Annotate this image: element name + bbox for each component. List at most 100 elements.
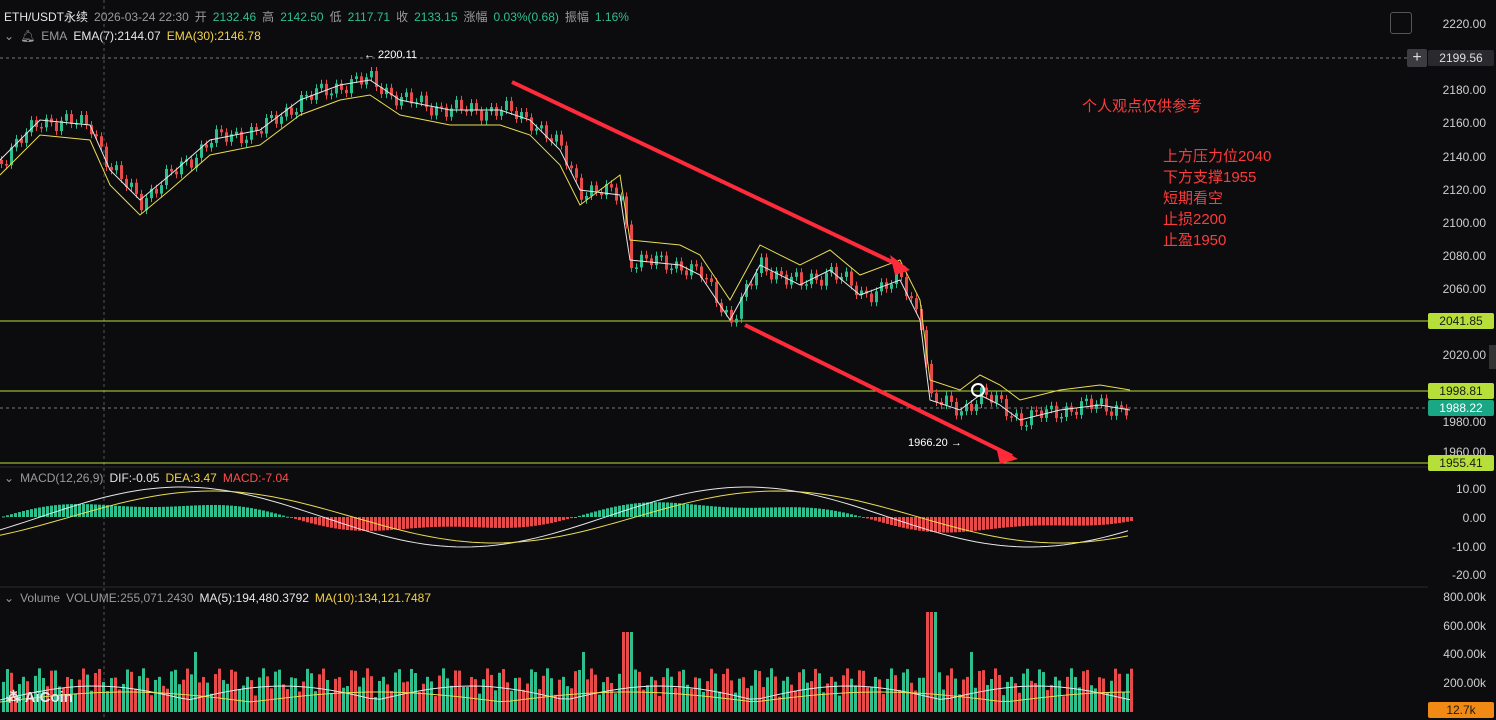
macd-bar [34,508,37,517]
macd-bar [930,517,933,532]
macd-bar [778,507,781,517]
macd-bar [846,513,849,517]
macd-bar [606,508,609,517]
macd-bar [430,517,433,528]
fullscreen-icon[interactable] [1390,12,1412,34]
volume-value: VOLUME:255,071.2430 [66,591,194,605]
macd-bar [770,507,773,517]
candle-body [10,147,13,165]
high-marker: ← 2200.11 [364,49,418,61]
macd-dea-line [0,490,1129,544]
collapse-icon[interactable]: ⌄ [4,29,15,43]
macd-bar [702,505,705,517]
candle-body [615,187,618,201]
candle-body [765,257,768,272]
volume-bar [418,691,421,712]
volume-bar [906,669,909,712]
macd-bar [522,517,525,528]
volume-bar [478,693,481,712]
volume-bar [314,691,317,712]
macd-bar [26,510,29,517]
macd-bar [262,510,265,517]
volume-bar [626,632,629,712]
macd-bar [326,517,329,528]
macd-bar [574,516,577,518]
candle-body [920,308,923,331]
macd-bar [794,507,797,517]
macd-name[interactable]: MACD(12,26,9) [20,471,104,485]
macd-bar [354,517,357,531]
volume-bar [814,668,817,712]
macd-bar [1106,517,1109,525]
candle-body [95,134,98,137]
volume-bar [370,676,373,712]
macd-tick: -10.00 [1451,540,1486,554]
volume-bar [830,676,833,712]
add-alert-button[interactable]: + [1407,49,1427,67]
volume-bar [1094,688,1097,712]
volume-bar [714,673,717,712]
candle-body [550,138,553,142]
ema-name[interactable]: EMA [41,29,68,43]
macd-bar [1050,517,1053,526]
candle-body [1080,401,1083,415]
volume-bar [118,689,121,712]
macd-bar [1086,517,1089,526]
macd-bar [270,512,273,517]
candle-body [950,395,953,402]
volume-bar [818,673,821,712]
volume-bar [1014,683,1017,712]
volume-bar [586,679,589,712]
price-tick: 2180.00 [1442,83,1486,97]
volume-bar [914,690,917,712]
candle-body [1125,408,1128,416]
price-axis[interactable]: 2220.00 2180.00 2160.00 2140.00 2120.00 … [1428,0,1496,720]
candle-body [100,136,103,147]
volume-bar [1110,680,1113,712]
macd-bar [510,517,513,528]
volume-bar [374,696,377,712]
macd-bar [1130,517,1133,521]
volume-bar [450,685,453,712]
macd-bar [138,506,141,517]
macd-collapse-icon[interactable]: ⌄ [4,471,15,485]
macd-bar [266,511,269,517]
volume-bar [802,669,805,712]
macd-bar [506,517,509,528]
side-panel-handle[interactable] [1489,345,1496,369]
candle-body [485,111,488,121]
macd-bar [970,517,973,532]
candle-body [510,100,513,111]
volume-bar [646,685,649,712]
volume-bar [362,677,365,712]
volume-bar [42,677,45,712]
volume-bar [310,673,313,712]
volume-bar [582,652,585,712]
volume-bar [986,685,989,712]
symbol-label[interactable]: ETH/USDT永续 [4,10,89,24]
volume-bar [954,678,957,712]
volume-name[interactable]: Volume [20,591,61,605]
candle-body [305,94,308,97]
volume-bar [1102,678,1105,712]
macd-dif: DIF:-0.05 [109,471,160,485]
volume-bar [482,679,485,712]
volume-bar [622,632,625,712]
macd-bar [730,507,733,517]
macd-bar [998,517,1001,529]
macd-bar [42,506,45,517]
volume-bar [546,668,549,712]
macd-bar [170,506,173,517]
volume-bar [350,670,353,712]
macd-bar [106,505,109,517]
candle-body [560,134,563,146]
volume-bar [10,672,13,712]
bell-icon[interactable]: 🔔︎ [20,29,36,43]
macd-bar [686,503,689,517]
volume-bar [662,677,665,712]
macd-bar [1082,517,1085,526]
volume-bar [542,675,545,712]
volume-collapse-icon[interactable]: ⌄ [4,591,15,605]
